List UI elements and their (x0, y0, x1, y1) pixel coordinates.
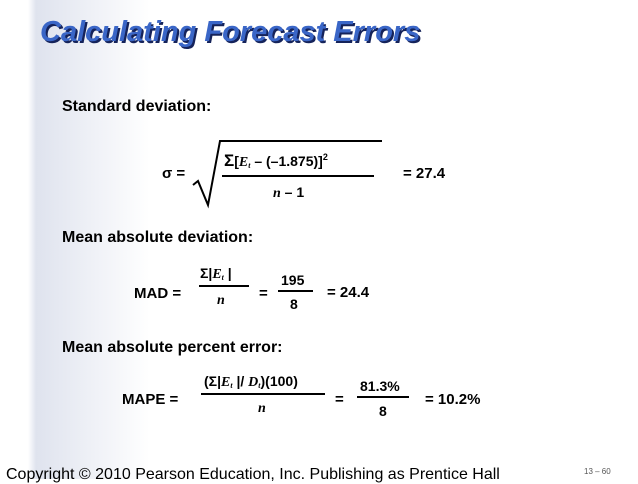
mape-heading: Mean absolute percent error: (62, 339, 283, 356)
mape-frac-den: 8 (379, 403, 387, 419)
mad-result: = 24.4 (327, 284, 370, 301)
mape-denominator: n (258, 399, 266, 417)
std-numerator: Σ[Et – (–1.875)]2 (224, 151, 328, 171)
var-n: n (273, 186, 281, 201)
exponent: 2 (322, 152, 328, 162)
mape-fraction-bar (201, 393, 325, 395)
mad-frac-den: 8 (290, 296, 298, 312)
mad-frac-num: 195 (281, 272, 305, 288)
mad-fraction-bar (199, 285, 249, 287)
std-denominator: n – 1 (273, 184, 304, 202)
std-den-rest: – 1 (280, 184, 305, 200)
mad-equals: = (259, 285, 268, 302)
std-heading: Standard deviation: (62, 98, 212, 115)
mad-num-pre: Σ| (200, 265, 213, 281)
mad-numerator: Σ|Et | (200, 265, 232, 283)
page-number: 13 – 60 (584, 467, 611, 476)
std-result: = 27.4 (403, 165, 446, 182)
var-e: E (238, 155, 249, 170)
mape-value-bar (357, 396, 409, 398)
mape-lhs: MAPE = (122, 391, 179, 408)
std-fraction-bar (222, 175, 374, 177)
mape-equals: = (335, 391, 344, 408)
var-e: E (212, 267, 222, 282)
var-d: D (248, 375, 259, 390)
sub-t: t (248, 161, 251, 170)
var-n: n (258, 401, 266, 416)
mape-numerator: (Σ|Et |/ Dt)(100) (204, 373, 298, 391)
mad-denominator: n (217, 291, 225, 309)
std-num-rest: – (–1.875)] (250, 153, 323, 169)
mape-num-post: )(100) (260, 373, 298, 389)
copyright-footer: Copyright © 2010 Pearson Education, Inc.… (6, 466, 500, 483)
sub-t: t (258, 381, 261, 390)
var-n: n (217, 293, 225, 308)
sub-t: t (230, 381, 233, 390)
std-lhs: σ = (162, 165, 186, 182)
bracket-open: [ (234, 153, 239, 169)
mape-frac-num: 81.3% (360, 378, 400, 394)
slide-title: Calculating Forecast Errors (40, 16, 421, 48)
var-e: E (220, 375, 231, 390)
sub-t: t (221, 273, 224, 282)
mad-lhs: MAD = (134, 285, 182, 302)
mad-heading: Mean absolute deviation: (62, 229, 254, 246)
mad-value-bar (278, 290, 313, 292)
mape-num-mid: |/ (232, 373, 249, 389)
mad-num-post: | (223, 265, 232, 281)
mape-result: = 10.2% (425, 391, 481, 408)
mape-num-pre: (Σ| (204, 373, 221, 389)
sigma-symbol: Σ (224, 151, 235, 170)
